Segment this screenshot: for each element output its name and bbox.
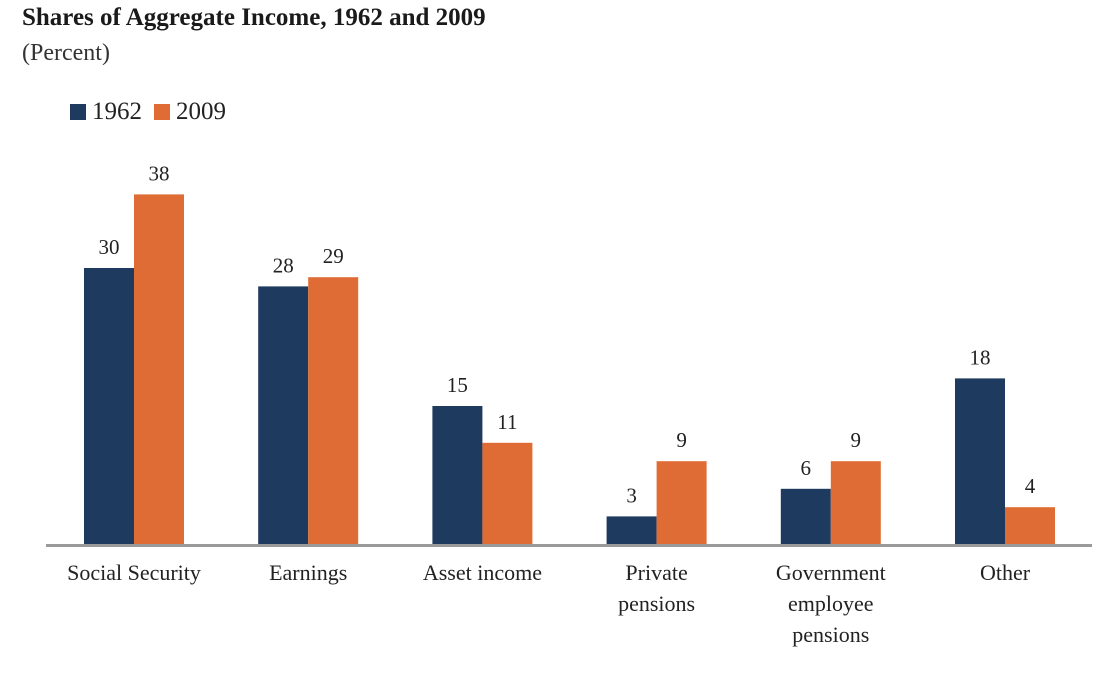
category-label-line: Government bbox=[775, 560, 886, 585]
category-label-line: Private bbox=[625, 560, 688, 585]
data-label-1962-5: 18 bbox=[970, 345, 991, 369]
data-label-2009-4: 9 bbox=[851, 428, 862, 452]
bar-2009-0 bbox=[134, 194, 184, 544]
category-label-3: Private pensions bbox=[572, 557, 742, 619]
bar-2009-4 bbox=[830, 461, 881, 544]
data-label-1962-3: 3 bbox=[626, 483, 637, 507]
bar-1962-0 bbox=[84, 268, 134, 544]
category-label-0: Social Security bbox=[49, 557, 219, 588]
bar-1962-5 bbox=[955, 378, 1005, 544]
data-label-1962-4: 6 bbox=[801, 456, 812, 480]
legend-swatch-2009 bbox=[154, 104, 170, 120]
category-label-line: Social Security bbox=[67, 560, 201, 585]
data-label-2009-2: 11 bbox=[497, 410, 517, 434]
chart-title: Shares of Aggregate Income, 1962 and 200… bbox=[22, 4, 486, 31]
data-label-2009-0: 38 bbox=[149, 161, 170, 185]
data-label-1962-0: 30 bbox=[99, 235, 120, 259]
legend-label-2009: 2009 bbox=[176, 98, 226, 125]
legend: 1962 2009 bbox=[70, 98, 238, 126]
category-label-4: Government employee pensions bbox=[746, 557, 916, 650]
category-label-line: pensions bbox=[618, 591, 696, 616]
category-label-line: Asset income bbox=[422, 560, 542, 585]
bar-1962-4 bbox=[780, 488, 831, 544]
category-label-line: Other bbox=[979, 560, 1031, 585]
legend-label-1962: 1962 bbox=[92, 98, 142, 125]
bar-1962-1 bbox=[258, 286, 309, 544]
data-label-1962-1: 28 bbox=[273, 253, 294, 277]
category-label-1: Earnings bbox=[223, 557, 393, 588]
bar-2009-3 bbox=[656, 461, 707, 544]
data-label-2009-5: 4 bbox=[1025, 474, 1036, 498]
chart-subtitle: (Percent) bbox=[22, 40, 110, 66]
category-label-5: Other bbox=[920, 557, 1090, 588]
data-label-1962-2: 15 bbox=[447, 373, 468, 397]
category-label-2: Asset income bbox=[397, 557, 567, 588]
bar-1962-2 bbox=[432, 406, 483, 544]
legend-swatch-1962 bbox=[70, 104, 86, 120]
category-label-line: employee bbox=[788, 591, 874, 616]
bar-2009-5 bbox=[1005, 507, 1055, 544]
category-label-line: pensions bbox=[792, 622, 870, 647]
category-label-line: Earnings bbox=[269, 560, 348, 585]
legend-item-2009: 2009 bbox=[154, 98, 226, 126]
legend-item-1962: 1962 bbox=[70, 98, 142, 126]
data-label-2009-3: 9 bbox=[676, 428, 687, 452]
bar-1962-3 bbox=[606, 516, 657, 544]
data-label-2009-1: 29 bbox=[323, 244, 344, 268]
bar-2009-1 bbox=[308, 277, 359, 544]
bar-2009-2 bbox=[482, 442, 533, 544]
